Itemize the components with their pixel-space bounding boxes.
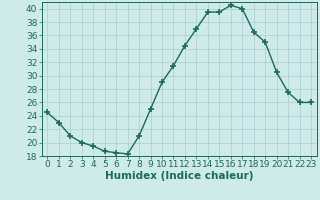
X-axis label: Humidex (Indice chaleur): Humidex (Indice chaleur) — [105, 171, 253, 181]
